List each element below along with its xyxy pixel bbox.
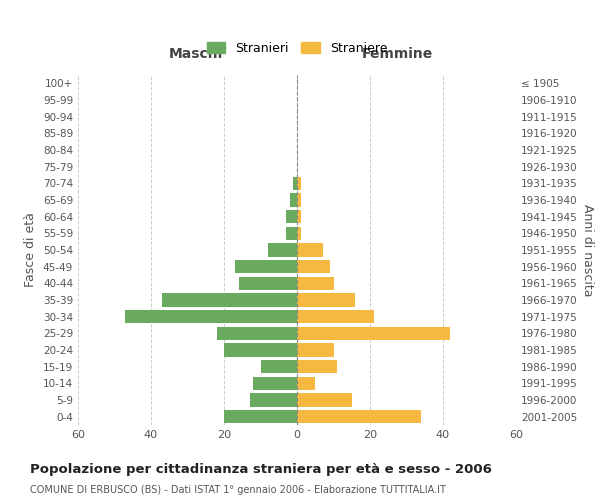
Y-axis label: Anni di nascita: Anni di nascita [581, 204, 594, 296]
Bar [297, 210, 301, 224]
Bar [297, 226, 301, 240]
Bar [250, 394, 297, 406]
Bar [297, 276, 334, 290]
Bar [293, 176, 297, 190]
Y-axis label: Fasce di età: Fasce di età [25, 212, 37, 288]
Bar [297, 410, 421, 424]
Bar [297, 376, 315, 390]
Bar [297, 260, 330, 274]
Bar [162, 294, 297, 306]
Bar [125, 310, 297, 324]
Bar [297, 360, 337, 374]
Bar [297, 344, 334, 356]
Text: Femmine: Femmine [362, 47, 433, 61]
Bar [297, 194, 301, 206]
Bar [217, 326, 297, 340]
Bar [297, 394, 352, 406]
Bar [290, 194, 297, 206]
Bar [235, 260, 297, 274]
Bar [224, 410, 297, 424]
Bar [239, 276, 297, 290]
Bar [297, 244, 323, 256]
Bar [297, 310, 374, 324]
Text: Popolazione per cittadinanza straniera per età e sesso - 2006: Popolazione per cittadinanza straniera p… [30, 462, 492, 475]
Bar [253, 376, 297, 390]
Bar [297, 326, 450, 340]
Bar [286, 210, 297, 224]
Bar [297, 294, 355, 306]
Bar [268, 244, 297, 256]
Bar [224, 344, 297, 356]
Legend: Stranieri, Straniere: Stranieri, Straniere [200, 36, 394, 62]
Bar [260, 360, 297, 374]
Text: COMUNE DI ERBUSCO (BS) - Dati ISTAT 1° gennaio 2006 - Elaborazione TUTTITALIA.IT: COMUNE DI ERBUSCO (BS) - Dati ISTAT 1° g… [30, 485, 446, 495]
Bar [297, 176, 301, 190]
Text: Maschi: Maschi [169, 47, 223, 61]
Bar [286, 226, 297, 240]
